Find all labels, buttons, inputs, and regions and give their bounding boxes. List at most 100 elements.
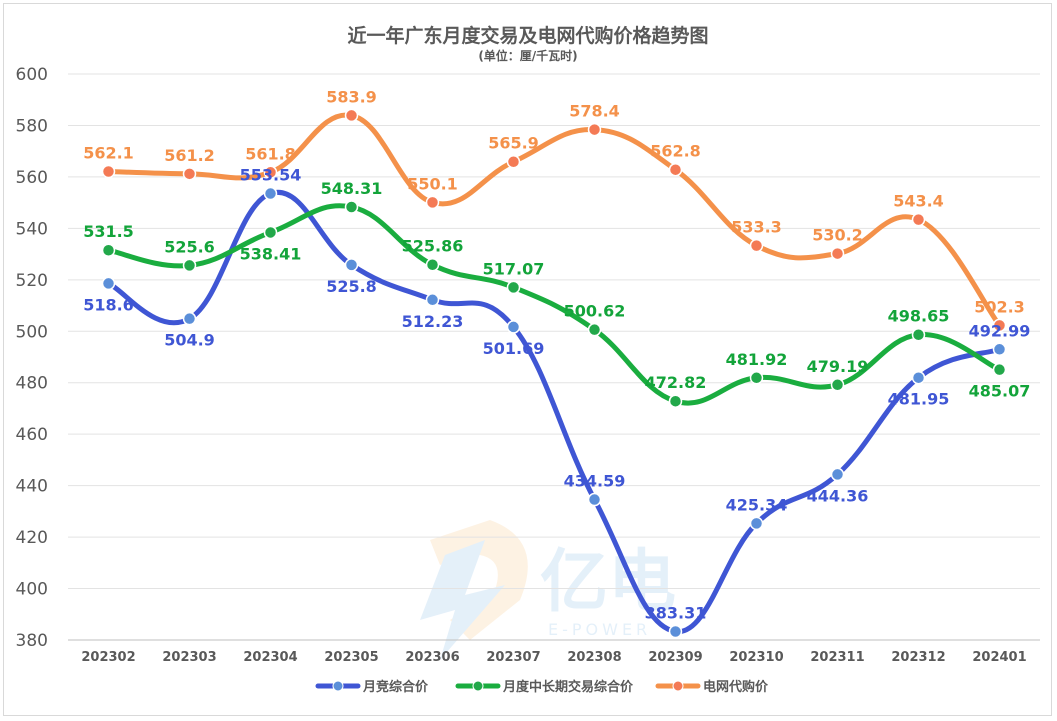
data-label: 444.36 — [807, 486, 869, 505]
legend-marker — [472, 680, 484, 692]
x-tick-label: 202305 — [324, 650, 378, 665]
data-point — [263, 225, 278, 240]
x-tick-label: 202311 — [810, 650, 864, 665]
y-tick-label: 480 — [16, 374, 48, 394]
data-point — [101, 276, 116, 291]
y-tick-label: 520 — [16, 271, 48, 291]
data-label: 550.1 — [407, 174, 458, 193]
data-point — [263, 165, 278, 180]
x-tick-label: 202306 — [405, 650, 459, 665]
data-label: 525.8 — [326, 277, 377, 296]
data-label: 533.3 — [731, 218, 782, 237]
legend-label: 电网代购价 — [703, 679, 769, 695]
y-tick-label: 460 — [16, 425, 48, 445]
data-point — [992, 362, 1007, 377]
data-label: 517.07 — [483, 259, 545, 278]
data-label: 562.8 — [650, 142, 701, 161]
data-label: 479.19 — [807, 357, 869, 376]
data-label: 472.82 — [645, 373, 707, 392]
data-point — [992, 342, 1007, 357]
data-point — [506, 320, 521, 334]
legend-label: 月竞综合价 — [362, 679, 429, 695]
data-point — [911, 327, 926, 342]
data-point — [182, 167, 197, 181]
legend-marker — [672, 680, 684, 692]
data-label: 543.4 — [893, 192, 944, 211]
y-tick-label: 420 — [16, 528, 48, 548]
x-tick-label: 202310 — [729, 650, 783, 665]
data-point — [101, 164, 116, 179]
data-point — [182, 258, 197, 273]
data-point — [263, 186, 278, 201]
data-point — [425, 257, 440, 272]
y-tick-label: 500 — [16, 322, 48, 342]
watermark-brand: 亿电 — [540, 543, 676, 622]
data-label: 583.9 — [326, 87, 377, 106]
data-label: 500.62 — [564, 302, 626, 321]
x-tick-label: 202312 — [891, 650, 945, 665]
data-label: 530.2 — [812, 226, 863, 245]
data-point — [830, 467, 845, 482]
data-label: 481.92 — [726, 350, 788, 369]
data-label: 548.31 — [321, 179, 383, 198]
y-tick-label: 400 — [16, 580, 48, 600]
data-point — [587, 122, 602, 137]
data-label: 504.9 — [164, 331, 215, 350]
y-axis: 380 400 420 440 460 480 500 520 540 560 580 600 — [16, 65, 48, 651]
x-tick-label: 202303 — [162, 650, 216, 665]
data-label: 434.59 — [564, 472, 626, 491]
data-point — [749, 516, 764, 531]
data-labels: 518.6 504.9 553.54 525.8 512.23 501.69 434.59 3… — [83, 87, 1030, 622]
data-point — [668, 394, 683, 408]
data-label: 425.34 — [726, 495, 788, 514]
data-point — [749, 238, 764, 253]
data-point — [911, 370, 926, 385]
data-point — [506, 280, 521, 295]
data-point — [992, 318, 1007, 333]
chart-subtitle: (单位：厘/千瓦时) — [478, 48, 577, 63]
data-point — [344, 108, 359, 123]
data-label: 501.69 — [483, 339, 545, 358]
legend-marker — [332, 680, 344, 692]
data-label: 525.86 — [402, 237, 464, 256]
y-tick-label: 380 — [16, 631, 48, 651]
data-label: 565.9 — [488, 134, 539, 153]
data-label: 383.31 — [645, 603, 707, 622]
legend-label: 月度中长期交易综合价 — [502, 679, 634, 695]
data-point — [911, 212, 926, 227]
series-line — [106, 112, 1002, 328]
x-tick-label: 202304 — [243, 650, 297, 665]
y-tick-label: 540 — [16, 219, 48, 239]
chart-title: 近一年广东月度交易及电网代购价格趋势图 — [347, 24, 708, 47]
data-point — [587, 322, 602, 337]
data-label: 502.3 — [974, 297, 1025, 316]
legend: 月竞综合价 月度中长期交易综合价 电网代购价 — [315, 679, 769, 695]
data-point — [668, 624, 683, 639]
data-label: 481.95 — [888, 390, 950, 409]
data-label: 485.07 — [969, 382, 1031, 401]
data-point — [182, 311, 197, 326]
data-label: 561.8 — [245, 144, 296, 163]
y-tick-label: 600 — [16, 65, 48, 85]
data-point — [101, 243, 116, 257]
x-tick-label: 202401 — [972, 650, 1026, 665]
data-point — [344, 258, 359, 272]
y-tick-label: 580 — [16, 116, 48, 136]
data-label: 498.65 — [888, 307, 950, 326]
data-point — [344, 200, 359, 214]
data-label: 538.41 — [240, 244, 302, 263]
data-label: 578.4 — [569, 102, 620, 121]
data-label: 525.6 — [164, 237, 215, 256]
x-tick-label: 202302 — [81, 650, 135, 665]
data-point — [587, 492, 602, 507]
data-label: 492.99 — [969, 321, 1031, 340]
watermark-logo: 亿电 E-POWER — [420, 520, 676, 660]
y-tick-label: 560 — [16, 168, 48, 188]
x-tick-label: 202307 — [486, 650, 540, 665]
data-label: 553.54 — [240, 166, 302, 185]
x-axis: 202302 202303 202304 202305 202306 202307 2023… — [81, 650, 1026, 665]
x-tick-label: 202309 — [648, 650, 702, 665]
y-tick-label: 440 — [16, 477, 48, 497]
series-group — [101, 108, 1007, 639]
